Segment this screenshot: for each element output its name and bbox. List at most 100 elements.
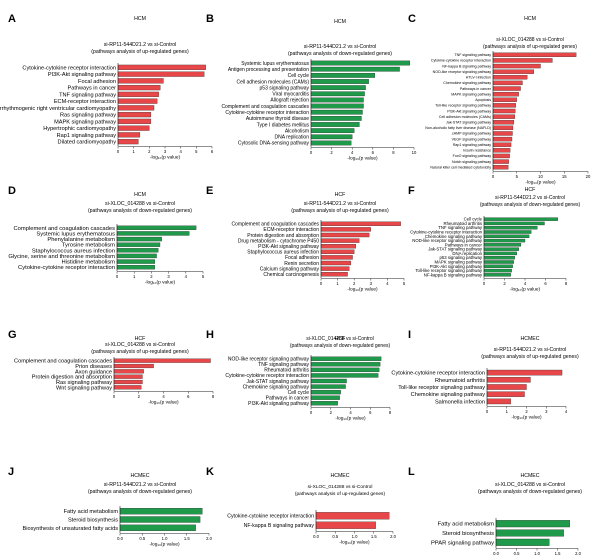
panel-h-label-chemokine-signaling-pathway: Chemokine signaling pathway (243, 384, 310, 390)
panel-c-label-apoptosis: Apoptosis (475, 98, 491, 102)
panel-g-label-prion-diseases: Prion diseases (75, 364, 112, 370)
panel-l-bar-steroid-biosynthesis (495, 529, 564, 537)
panel-l-tick-label-1: 0.5 (514, 551, 520, 556)
panel-l-group: HCMEC (520, 473, 539, 479)
panel-b-tick-label-4: 8 (392, 150, 395, 155)
panel-h-tick-label-1: 2 (330, 410, 333, 415)
panel-d-tick-label-5: 5 (202, 274, 205, 279)
panel-a-tick-label-0: 0 (117, 149, 120, 154)
panel-j-label-steroid-biosynthesis: Steroid biosynthesis (68, 517, 118, 523)
panel-c-label-insulin-resistance: Insulin resistance (463, 149, 491, 153)
panel-l-subtitle: (pathways analysis of down-regulated gen… (478, 489, 582, 495)
panel-c-label-vegf-signaling-pathway: VEGF signaling pathway (452, 137, 492, 141)
panel-i-label-rheumatoid-arthritis: Rheumatoid arthritis (435, 378, 485, 384)
panel-j-bar-biosynthesis-of-unsaturated-fatty-acids (119, 524, 196, 531)
panel-l: L HCMEC si-XLOC_014288 vs si-Control(pathw… (408, 466, 582, 556)
panel-e-label-renin-secretion: Renin secretion (284, 261, 319, 267)
panel-f-label-chemokine-signaling-pathway: Chemokine signaling pathway (425, 234, 483, 239)
panel-h-comparison: si-XLOC_014288 vs si-Control (306, 336, 374, 342)
panel-i-comparison: si-RP11-544D21.2 vs si-Control (494, 347, 567, 353)
panel-g-tick-label-0: 0 (113, 394, 116, 399)
panel-b-bar-p53-signaling-pathway (310, 85, 366, 91)
panel-d-label-phenylalanine-metabolism: Phenylalanine metabolism (47, 237, 115, 243)
panel-b-tick-label-2: 4 (351, 150, 354, 155)
panel-a-bar-ecm-receptor-interaction (117, 98, 158, 104)
panel-h-group: HCF (335, 336, 346, 342)
panel-h-bar-jak-stat-signaling-pathway (310, 378, 347, 384)
panel-f-label-rheumatoid-arthritis: Rheumatoid arthritis (444, 221, 482, 226)
panel-b-label-allograft-rejection: Allograft rejection (270, 98, 309, 104)
panel-f-label-p53-signaling-pathway: p53 signaling pathway (439, 255, 482, 260)
panel-k-x-label: -log₁₀(p value) (339, 540, 370, 546)
panel-i-label-chemokine-signaling-pathway: Chemokine signaling pathway (411, 392, 486, 398)
panel-c-bar-natural-killer-cell-mediated-cytotoxicity (492, 165, 509, 170)
panel-h-bar-pi3k-akt-signaling-pathway (310, 401, 338, 406)
panel-i: I HCMEC si-RP11-544D21.2 vs si-Control(pat… (391, 329, 579, 421)
panel-b-bar-cytokine-cytokine-receptor-interaction (310, 109, 363, 115)
panel-c-bar-pathways-in-cancer (492, 86, 521, 91)
panel-f-bar-chemokine-signaling-pathway (483, 234, 530, 238)
panel-f-bar-pathways-in-cancer (483, 243, 522, 247)
panel-k-tick-label-2: 1.0 (352, 534, 358, 539)
panel-i-label-toll-like-receptor-signaling-pathway: Toll-like receptor signaling pathway (398, 385, 485, 391)
panel-e-subtitle: (pathways analysis of up-regulated genes… (291, 208, 389, 214)
panel-c-label-tnf-signaling-pathway: TNF signaling pathway (454, 53, 491, 57)
panel-b-comparison: si-RP11-544D21.2 vs si-Control (304, 44, 377, 50)
panel-j-letter: J (8, 466, 14, 478)
panel-a-tick-label-4: 4 (179, 149, 182, 154)
panel-f-tick-label-1: 2 (503, 281, 506, 286)
panel-e-bar-pi3k-akt-signaling-pathway (320, 244, 357, 249)
panel-i-subtitle: (pathways analysis of up-regulated genes… (481, 354, 579, 360)
panel-h-label-pi3k-akt-signaling-pathway: PI3K-Akt signaling pathway (248, 401, 309, 407)
panel-c-tick-label-3: 15 (562, 174, 567, 179)
panel-e-tick-label-3: 3 (370, 281, 373, 286)
panel-c-label-pi3k-akt-signaling-pathway: PI3K-Akt signaling pathway (447, 109, 491, 113)
panel-a-subtitle: (pathways analysis of up-regulated genes… (91, 49, 189, 55)
panel-f-x-label: -log₁₀(p value) (510, 287, 541, 293)
panel-c-bar-jak-stat-signaling-pathway (492, 120, 515, 125)
panel-g-tick-label-4: 8 (212, 394, 215, 399)
panel-b-label-type-i-diabetes-mellitus: Type I diabetes mellitus (257, 122, 310, 128)
panel-h-bar-nod-like-receptor-signaling-pathway (310, 356, 382, 361)
panel-k-comparison: si-XLOC_014288 vs si-Control (308, 484, 373, 490)
panel-a: A HCM si-RP11-544D21.2 vs si-Control(pathw… (0, 13, 214, 161)
panel-l-tick-label-2: 1.0 (534, 551, 540, 556)
panel-b-label-cell-cycle: Cell cycle (288, 73, 310, 79)
panel-h-bar-chemokine-signaling-pathway (310, 384, 346, 389)
panel-c-label-htlv-i-infection: HTLV-I infection (466, 76, 491, 80)
panel-e-label-calcium-signaling-pathway: Calcium signaling pathway (260, 266, 320, 272)
panel-j-tick-label-3: 1.5 (184, 536, 190, 541)
panel-c-bar-cytokine-cytokine-receptor-interaction (492, 58, 553, 63)
panel-f-bar-nod-like-receptor-signaling-pathway (483, 238, 526, 243)
panel-f-label-tnf-signaling-pathway: TNF signaling pathway (438, 225, 483, 230)
panel-b: B HCM si-RP11-544D21.2 vs si-Control(pathw… (206, 13, 417, 162)
panel-d-bar-staphylococcus-aureus-infection (116, 248, 159, 253)
panel-e-label-ecm-receptor-interaction: ECM-receptor interaction (263, 227, 319, 233)
panel-a-label-dilated-cardiomyopathy: Dilated cardiomyopathy (58, 140, 117, 146)
panel-h-label-tnf-signaling-pathway: TNF signaling pathway (258, 362, 309, 368)
panel-f-label-dna-replication: DNA replication (452, 251, 482, 256)
panel-g-bar-wnt-signaling-pathway (113, 385, 142, 390)
panel-e-bar-focal-adhesion (320, 255, 353, 260)
panel-h-bar-rheumatoid-arthritis (310, 367, 380, 373)
panel-d-bar-histidine-metabolism (116, 259, 155, 264)
panel-k-subtitle: (pathways analysis of up-regulated genes… (295, 491, 386, 497)
panel-d-label-histidine-metabolism: Histidine metabolism (62, 260, 116, 266)
panel-e-letter: E (206, 185, 213, 197)
panel-c-label-toll-like-receptor-signaling-pathway: Toll-like receptor signaling pathway (435, 104, 491, 108)
panel-e-group: HCF (335, 192, 346, 198)
panel-d-x-label: -log₁₀(p value) (145, 280, 176, 286)
panel-e-tick-label-1: 1 (336, 281, 339, 286)
panel-a-bar-ras-signaling-pathway (117, 112, 152, 118)
panel-h-label-cytokine-cytokine-receptor-interaction: Cytokine-cytokine receptor interaction (225, 373, 309, 379)
panel-a-group: HCM (134, 16, 146, 22)
panel-e: E HCF si-RP11-544D21.2 vs si-Control(pathw… (206, 185, 406, 293)
panel-a-label-pathways-in-cancer: Pathways in cancer (67, 86, 116, 92)
panel-e-bar-staphylococcus-aureus-infection (320, 249, 355, 254)
panel-b-bar-alcoholism (310, 128, 355, 133)
panel-e-bar-complement-and-coagulation-cascades (320, 221, 401, 226)
panel-f-tick-label-2: 4 (524, 281, 527, 286)
panel-b-bar-systemic-lupus-erythematosus (310, 60, 411, 66)
panel-c-label-non-alcoholic-fatty-liver-disease-nafld: Non-alcoholic fatty liver disease (NAFLD… (425, 126, 491, 130)
panel-k-label-nf-kappa-b-signaling-pathway: NF-kappa B signaling pathway (244, 523, 315, 529)
